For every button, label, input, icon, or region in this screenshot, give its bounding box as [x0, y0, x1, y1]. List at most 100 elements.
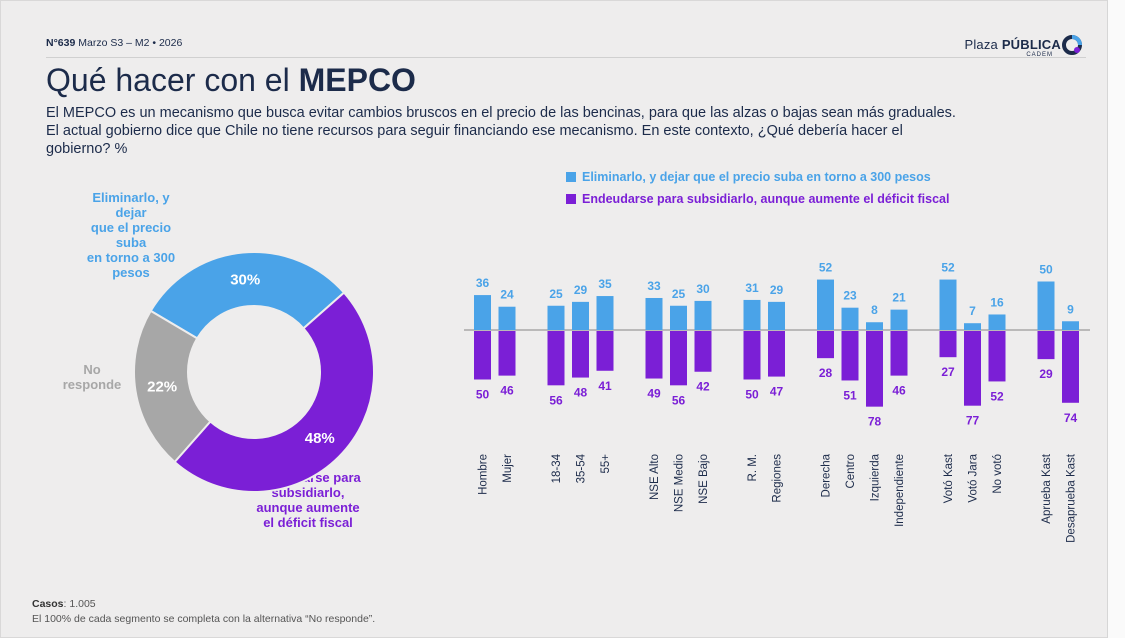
bar-label-endeudarse: 74	[1064, 411, 1078, 425]
bar-label-eliminar: 35	[598, 277, 612, 291]
category-label: 55+	[600, 454, 612, 474]
callout-line: aunque aumente	[256, 500, 360, 515]
legend-swatch-eliminar	[566, 172, 576, 182]
bar-eliminar	[1062, 321, 1079, 330]
bar-label-endeudarse: 49	[647, 387, 661, 401]
bar-label-eliminar: 36	[476, 276, 490, 290]
bar-endeudarse	[498, 331, 516, 376]
category-label: Votó Jara	[968, 453, 980, 502]
category-label: Aprueba Kast	[1041, 453, 1053, 523]
donut-callout-no-responde: No responde	[62, 362, 122, 392]
category-label: Regiones	[772, 454, 784, 503]
category-label: Mujer	[502, 454, 514, 483]
donut-slice-no-responde	[134, 309, 212, 464]
title-normal: Qué hacer con el	[46, 62, 290, 98]
legend-label: Eliminarlo, y dejar que el precio suba e…	[582, 170, 931, 184]
bar-label-endeudarse: 46	[500, 384, 514, 398]
bar-endeudarse	[890, 331, 908, 376]
bar-label-endeudarse: 50	[476, 388, 490, 402]
bar-eliminar	[743, 299, 761, 330]
callout-line: Eliminarlo, y dejar	[92, 190, 170, 220]
category-label: Hombre	[478, 454, 490, 495]
cases-label: Casos	[32, 598, 64, 610]
issue-date: Marzo S3 – M2 • 2026	[78, 37, 183, 49]
bar-label-endeudarse: 56	[549, 393, 563, 407]
bar-label-endeudarse: 47	[770, 385, 784, 399]
bar-endeudarse	[547, 331, 565, 386]
category-label: Votó Kast	[943, 453, 955, 503]
bar-eliminar	[572, 301, 589, 330]
bar-eliminar	[474, 295, 491, 330]
bar-endeudarse	[596, 331, 614, 371]
bar-label-eliminar: 29	[574, 283, 588, 297]
bar-label-eliminar: 24	[500, 288, 514, 302]
issue-info: N°639 Marzo S3 – M2 • 2026	[46, 37, 182, 49]
bar-label-endeudarse: 50	[745, 388, 759, 402]
donut-chart: 30% 48% 22%	[134, 252, 374, 492]
category-label: Centro	[845, 454, 857, 489]
donut-slice-label: 30%	[230, 271, 260, 288]
bar-label-eliminar: 25	[672, 287, 686, 301]
diverging-bar-chart: 36 50 Hombre 24 46 Mujer 25 56 18-34 29 48 35-54 35 4…	[464, 261, 1090, 543]
bar-endeudarse	[988, 331, 1006, 382]
callout-line: en torno a 300	[86, 250, 176, 265]
bar-eliminar	[939, 279, 957, 330]
bar-label-eliminar: 52	[941, 261, 955, 275]
bar-endeudarse	[841, 331, 859, 381]
footer-note: El 100% de cada segmento se completa con…	[32, 613, 376, 625]
callout-line: subsidiarlo,	[271, 485, 345, 500]
bar-eliminar	[964, 323, 981, 330]
bar-label-endeudarse: 27	[941, 365, 955, 379]
bar-label-endeudarse: 52	[990, 389, 1004, 403]
category-label: No votó	[992, 454, 1004, 494]
legend-item-endeudarse: Endeudarse para subsidiarlo, aunque aume…	[566, 192, 949, 206]
bar-label-endeudarse: 77	[966, 414, 980, 428]
legend-label: Endeudarse para subsidiarlo, aunque aume…	[582, 192, 950, 206]
donut-callout-eliminar: Eliminarlo, y dejar que el precio suba e…	[76, 190, 186, 280]
callout-line: responde	[62, 377, 122, 392]
bar-eliminar	[596, 296, 614, 330]
brand-bold: PÚBLICA	[1001, 37, 1061, 52]
bar-label-eliminar: 50	[1039, 263, 1053, 277]
bar-endeudarse	[572, 331, 589, 378]
bar-label-endeudarse: 46	[892, 384, 906, 398]
bar-label-endeudarse: 42	[696, 380, 710, 394]
bar-endeudarse	[866, 331, 883, 407]
legend-swatch-endeudarse	[566, 194, 576, 204]
callout-line: No	[83, 362, 101, 377]
category-label: NSE Bajo	[698, 454, 710, 504]
bar-endeudarse	[1062, 331, 1079, 403]
bar-label-eliminar: 31	[745, 281, 759, 295]
category-label: Independiente	[894, 454, 906, 527]
donut-slice-endeudarse	[173, 291, 374, 492]
bar-label-eliminar: 23	[843, 289, 857, 303]
bar-label-eliminar: 25	[549, 287, 563, 301]
bar-eliminar	[768, 301, 785, 330]
bar-endeudarse	[817, 331, 834, 359]
category-label: Desaprueba Kast	[1066, 453, 1078, 543]
donut-slice-label: 48%	[305, 430, 335, 447]
category-label: R. M.	[747, 454, 759, 481]
callout-line: que el precio suba	[90, 220, 172, 250]
bar-eliminar	[694, 300, 712, 330]
brand-sub: CADEM	[1026, 52, 1053, 58]
bar-label-eliminar: 52	[819, 261, 833, 275]
bar-label-endeudarse: 28	[819, 366, 833, 380]
footer-cases: Casos: 1.005	[32, 598, 96, 610]
bar-label-endeudarse: 51	[843, 388, 857, 402]
bar-label-endeudarse: 29	[1039, 367, 1053, 381]
donut-slice-eliminar	[149, 252, 346, 340]
bar-label-eliminar: 33	[647, 279, 661, 293]
bar-eliminar	[817, 279, 834, 330]
bar-endeudarse	[768, 331, 785, 377]
bar-endeudarse	[670, 331, 687, 386]
bar-label-eliminar: 16	[990, 295, 1004, 309]
bar-endeudarse	[743, 331, 761, 380]
issue-number: N°639	[46, 37, 76, 49]
bar-eliminar	[645, 297, 663, 330]
bar-label-endeudarse: 56	[672, 393, 686, 407]
bar-label-eliminar: 7	[969, 304, 976, 318]
bar-label-eliminar: 21	[892, 291, 906, 305]
bar-label-endeudarse: 41	[598, 379, 612, 393]
page-edge	[1107, 0, 1125, 638]
